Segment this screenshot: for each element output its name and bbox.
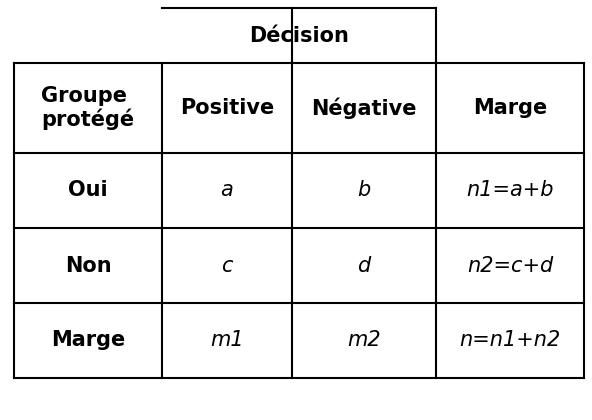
Text: Groupe
protégé: Groupe protégé — [41, 86, 134, 131]
Text: Marge: Marge — [473, 98, 547, 118]
Text: Oui: Oui — [68, 181, 108, 200]
Text: Marge: Marge — [51, 331, 125, 351]
Text: Décision: Décision — [249, 26, 349, 45]
Text: m1: m1 — [210, 331, 244, 351]
Text: n=n1+n2: n=n1+n2 — [459, 331, 561, 351]
Text: Négative: Négative — [311, 97, 417, 119]
Text: a: a — [221, 181, 233, 200]
Text: m2: m2 — [347, 331, 381, 351]
Text: Non: Non — [65, 255, 111, 276]
Text: Positive: Positive — [180, 98, 274, 118]
Text: c: c — [221, 255, 233, 276]
Text: d: d — [358, 255, 371, 276]
Text: n2=c+d: n2=c+d — [467, 255, 553, 276]
Text: b: b — [358, 181, 371, 200]
Text: n1=a+b: n1=a+b — [466, 181, 554, 200]
